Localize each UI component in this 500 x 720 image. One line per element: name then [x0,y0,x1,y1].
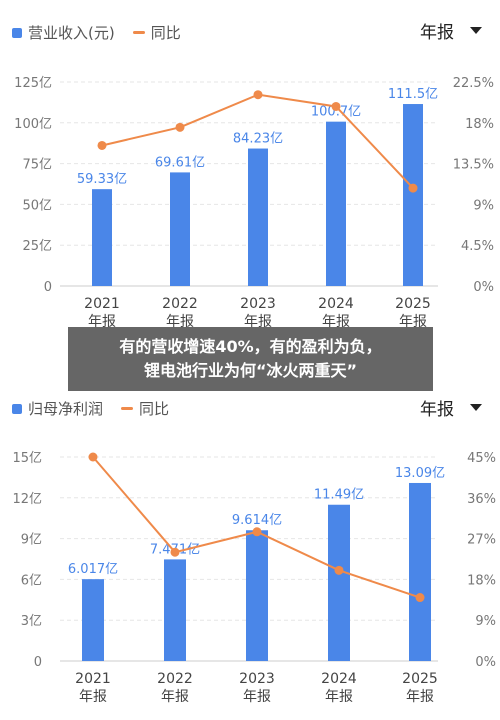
y-tick-label: 6亿 [21,573,42,588]
bar [170,172,190,286]
y-tick-label: 25亿 [22,239,52,254]
revenue-chart: 125亿 100亿 75亿 50亿 25亿 0 22.5% 18% 13.5% 9% 4.5% 0% 5… [14,76,494,330]
y2-tick-label: 36% [467,492,496,507]
bar-value-label: 6.017亿 [68,562,118,577]
y2-tick-label: 22.5% [453,76,494,91]
bar-value-label: 59.33亿 [77,172,127,187]
legend-line-label: 同比 [150,24,181,42]
x-tick-period: 年报 [399,314,427,330]
yoy-point [170,547,180,557]
yoy-point [88,452,98,462]
y-tick-label: 9亿 [21,533,42,548]
chevron-down-icon [470,404,482,411]
x-tick-period: 年报 [88,314,116,330]
period-selector-label: 年报 [420,400,454,420]
yoy-point [334,565,344,575]
x-tick-year: 2022 [162,296,198,312]
y2-tick-label: 18% [467,573,496,588]
yoy-point [408,183,418,193]
period-selector[interactable]: 年报 [420,18,482,43]
y-tick-label: 100亿 [14,117,52,132]
x-tick-period: 年报 [322,314,350,330]
yoy-point [253,90,263,100]
line-legend-swatch [132,31,145,34]
net-profit-legend: 归母净利润 同比 [12,398,169,419]
bar [328,504,350,661]
x-tick-period: 年报 [79,689,107,705]
net-profit-chart: 15亿 12亿 9亿 6亿 3亿 0 45% 36% 27% 18% 9% 0% 6.017亿 2021 年… [12,451,496,705]
legend-line-label: 同比 [139,400,170,418]
headline-line-1: 有的营收增速40%，有的盈利为负， [119,337,382,356]
x-tick-year: 2024 [321,671,357,687]
y2-tick-label: 27% [467,533,496,548]
legend-bar-label: 营业收入(元) [28,24,115,42]
yoy-point [415,593,425,603]
y2-tick-label: 4.5% [461,239,494,254]
y-tick-label: 0 [34,655,42,670]
y-tick-label: 75亿 [22,158,52,173]
y2-tick-label: 0% [473,280,494,295]
y-tick-label: 3亿 [21,614,42,629]
y2-tick-label: 45% [467,451,496,466]
x-tick-period: 年报 [325,689,353,705]
y-tick-label: 0 [44,280,52,295]
bar-legend-swatch [12,403,22,414]
y2-tick-label: 9% [473,198,494,213]
headline-banner: 有的营收增速40%，有的盈利为负， 锂电池行业为何“冰火两重天” [68,327,433,391]
x-tick-period: 年报 [243,689,271,705]
period-selector[interactable]: 年报 [420,395,482,420]
x-tick-period: 年报 [406,689,434,705]
bar-value-label: 13.09亿 [395,466,445,481]
y2-tick-label: 0% [475,655,496,670]
revenue-legend: 营业收入(元) 同比 [12,22,181,43]
x-tick-year: 2022 [157,671,193,687]
bar [164,559,186,661]
x-tick-year: 2021 [84,296,120,312]
y2-tick-label: 18% [465,117,494,132]
x-tick-year: 2023 [239,671,275,687]
bar-value-label: 69.61亿 [155,155,205,170]
chevron-down-icon [470,27,482,34]
x-tick-period: 年报 [166,314,194,330]
net-profit-chart-panel: 15亿 12亿 9亿 6亿 3亿 0 45% 36% 27% 18% 9% 0% 6.017亿 2021 年… [0,385,500,720]
y-tick-label: 50亿 [22,198,52,213]
bar [409,482,431,661]
bar [246,530,268,661]
bar-legend-swatch [12,27,22,38]
x-tick-period: 年报 [161,689,189,705]
legend-bar-label: 归母净利润 [28,400,104,418]
bar [82,579,104,661]
x-tick-year: 2025 [395,296,431,312]
period-selector-label: 年报 [420,23,454,43]
headline-line-2: 锂电池行业为何“冰火两重天” [143,361,358,380]
bar-value-label: 111.5亿 [388,87,438,102]
y-tick-label: 15亿 [12,451,42,466]
bar [92,189,112,286]
bar [403,104,423,286]
x-tick-year: 2023 [240,296,276,312]
x-tick-period: 年报 [244,314,272,330]
y2-tick-label: 13.5% [453,158,494,173]
yoy-point [252,527,262,537]
yoy-point [97,140,107,150]
bar [248,148,268,286]
bar-value-label: 9.614亿 [232,513,282,528]
y-tick-label: 125亿 [14,76,52,91]
y2-tick-label: 9% [475,614,496,629]
x-tick-year: 2025 [402,671,438,687]
bar-value-label: 100.7亿 [311,105,361,120]
y-tick-label: 12亿 [12,492,42,507]
yoy-point [331,101,341,111]
x-tick-year: 2024 [318,296,354,312]
bar-value-label: 84.23亿 [233,132,283,147]
bar [326,121,346,287]
revenue-chart-panel: 125亿 100亿 75亿 50亿 25亿 0 22.5% 18% 13.5% 9% 4.5% 0% 5… [12,18,494,330]
yoy-point [175,122,185,132]
x-tick-year: 2021 [75,671,111,687]
line-legend-swatch [121,407,134,410]
bar-value-label: 11.49亿 [314,488,364,503]
